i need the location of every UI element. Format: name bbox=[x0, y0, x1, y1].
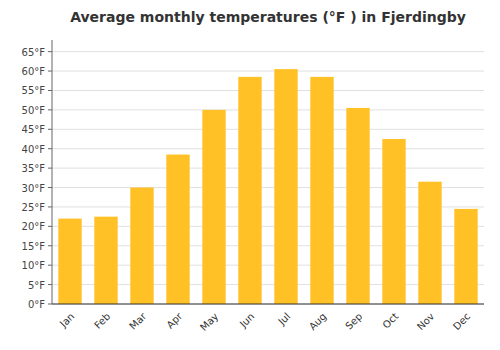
y-tick-label: 20°F bbox=[22, 221, 46, 232]
y-tick bbox=[48, 51, 52, 52]
y-tick bbox=[48, 265, 52, 266]
y-tick bbox=[48, 187, 52, 188]
bar bbox=[238, 77, 261, 304]
y-tick-label: 35°F bbox=[22, 163, 46, 174]
y-tick-label: 55°F bbox=[22, 85, 46, 96]
bar bbox=[418, 182, 441, 304]
grid-line bbox=[52, 71, 484, 72]
grid-line bbox=[52, 51, 484, 52]
grid-line bbox=[52, 148, 484, 149]
x-tick-label: Feb bbox=[92, 311, 112, 331]
grid-line bbox=[52, 168, 484, 169]
y-tick-label: 65°F bbox=[22, 47, 46, 58]
page: {"chart_data": {"type": "bar", "title": … bbox=[0, 0, 500, 350]
y-tick bbox=[48, 245, 52, 246]
x-axis-line bbox=[52, 304, 484, 305]
y-tick bbox=[48, 226, 52, 227]
y-tick bbox=[48, 206, 52, 207]
x-tick-label: Aug bbox=[307, 311, 329, 333]
y-tick bbox=[48, 90, 52, 91]
x-tick-label: May bbox=[198, 311, 220, 333]
grid-line bbox=[52, 109, 484, 110]
y-tick bbox=[48, 71, 52, 72]
y-tick-label: 0°F bbox=[28, 299, 45, 310]
x-tick-label: Oct bbox=[380, 311, 400, 331]
bar bbox=[310, 77, 333, 304]
y-axis: 0°F 5°F 10°F 15°F 20°F 25°F 30°F 35°F 40°F 45°F 50… bbox=[22, 40, 52, 310]
x-tick-label: Mar bbox=[127, 310, 149, 332]
chart-container: Average monthly temperatures (°F ) in Fj… bbox=[0, 0, 500, 350]
bar bbox=[202, 110, 225, 304]
title: Average monthly temperatures (°F ) in Fj… bbox=[70, 9, 466, 25]
grid-line bbox=[52, 90, 484, 91]
y-tick-label: 60°F bbox=[22, 66, 46, 77]
bar bbox=[94, 217, 117, 304]
grid-line bbox=[52, 129, 484, 130]
y-tick-label: 45°F bbox=[22, 124, 46, 135]
y-tick-label: 25°F bbox=[22, 202, 46, 213]
bar bbox=[130, 188, 153, 304]
bar bbox=[382, 139, 405, 304]
x-tick-label: Nov bbox=[415, 311, 437, 333]
chart: Average monthly temperatures (°F ) in Fj… bbox=[0, 0, 500, 350]
bar bbox=[346, 108, 369, 304]
y-tick bbox=[48, 284, 52, 285]
y-tick-label: 10°F bbox=[22, 260, 46, 271]
x-axis: Jan Feb Mar Apr May Jun Jul Aug Sep Oct Nov Dec bbox=[52, 304, 484, 333]
y-tick-label: 30°F bbox=[22, 183, 46, 194]
y-tick bbox=[48, 129, 52, 130]
y-tick bbox=[48, 168, 52, 169]
y-axis-line bbox=[52, 40, 53, 304]
x-tick-label: Jul bbox=[275, 311, 292, 328]
y-tick bbox=[48, 109, 52, 110]
x-tick-label: Jan bbox=[57, 311, 76, 330]
y-tick bbox=[48, 148, 52, 149]
bar bbox=[274, 69, 297, 304]
y-tick bbox=[48, 304, 52, 305]
bar bbox=[166, 155, 189, 304]
x-tick-label: Jun bbox=[237, 311, 257, 331]
x-tick-label: Sep bbox=[343, 311, 364, 332]
bars bbox=[58, 69, 477, 304]
y-tick-label: 15°F bbox=[22, 241, 46, 252]
bar bbox=[454, 209, 477, 304]
x-tick-label: Apr bbox=[164, 310, 185, 331]
y-tick-label: 50°F bbox=[22, 105, 46, 116]
y-tick-label: 40°F bbox=[22, 144, 46, 155]
bar bbox=[58, 219, 81, 304]
grid bbox=[52, 52, 484, 304]
grid-line bbox=[52, 304, 484, 305]
x-tick-label: Dec bbox=[451, 311, 472, 332]
y-tick-label: 5°F bbox=[28, 280, 45, 291]
